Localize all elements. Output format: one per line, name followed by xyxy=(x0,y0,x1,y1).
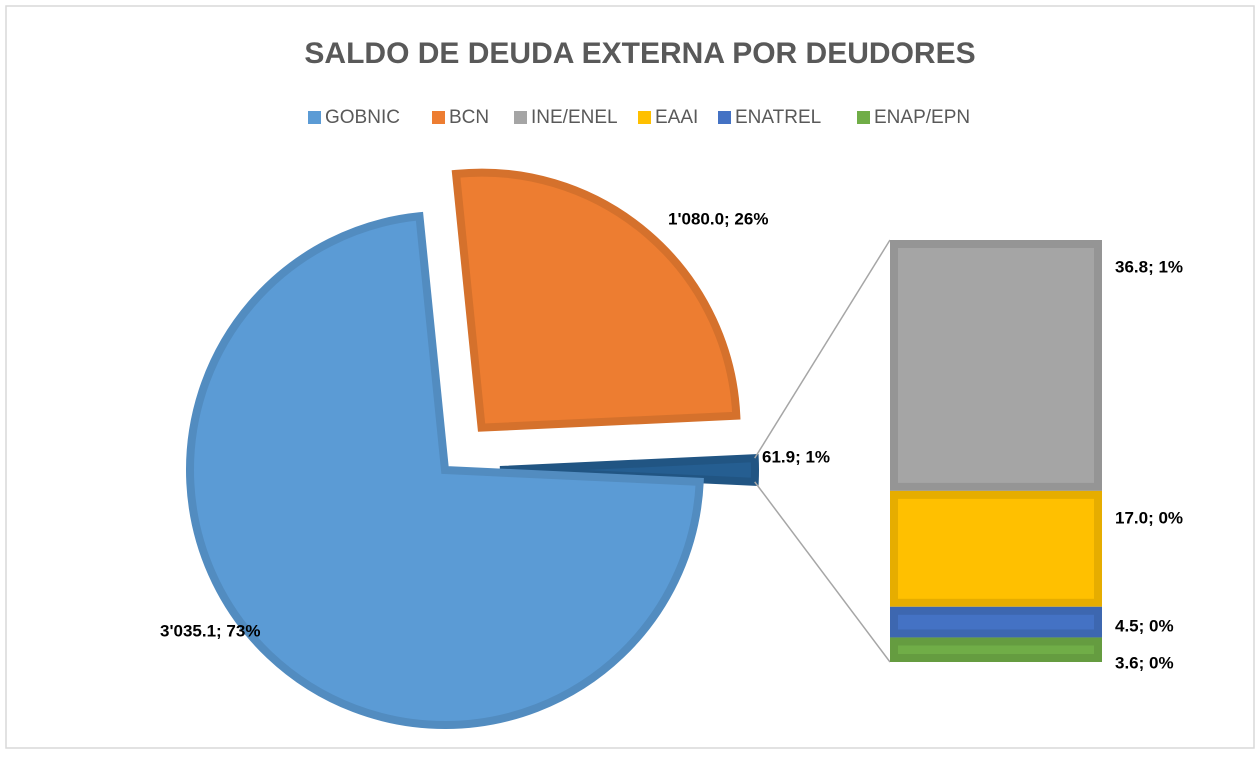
pie-slice xyxy=(186,211,704,729)
legend: GOBNIC BCN INE/ENEL EAAI ENATREL ENAP/EPN xyxy=(308,107,970,128)
legend-label: EAAI xyxy=(655,107,698,128)
connector-line xyxy=(754,239,891,459)
bar-segment xyxy=(890,637,1102,663)
legend-swatch xyxy=(308,111,321,124)
legend-label: ENAP/EPN xyxy=(874,107,970,128)
data-label: 3.6; 0% xyxy=(1115,653,1174,672)
legend-swatch xyxy=(432,111,445,124)
data-label: 17.0; 0% xyxy=(1115,508,1183,527)
bar-segment xyxy=(890,606,1102,638)
data-label: 61.9; 1% xyxy=(762,447,830,466)
data-label: 3'035.1; 73% xyxy=(160,621,260,640)
data-label: 4.5; 0% xyxy=(1115,616,1174,635)
chart-title: SALDO DE DEUDA EXTERNA POR DEUDORES xyxy=(304,37,975,70)
legend-swatch xyxy=(638,111,651,124)
data-label: 36.8; 1% xyxy=(1115,257,1183,276)
legend-swatch xyxy=(718,111,731,124)
legend-swatch xyxy=(857,111,870,124)
data-label: 1'080.0; 26% xyxy=(668,209,768,228)
legend-label: GOBNIC xyxy=(325,107,400,128)
legend-swatch xyxy=(514,111,527,124)
legend-label: BCN xyxy=(449,107,489,128)
legend-label: INE/ENEL xyxy=(531,107,618,128)
bar-segment xyxy=(890,240,1102,491)
legend-label: ENATREL xyxy=(735,107,821,128)
pie-slice xyxy=(451,168,741,432)
pie-slice xyxy=(499,453,760,487)
bar-segment xyxy=(890,490,1102,607)
connector-line xyxy=(754,481,891,663)
